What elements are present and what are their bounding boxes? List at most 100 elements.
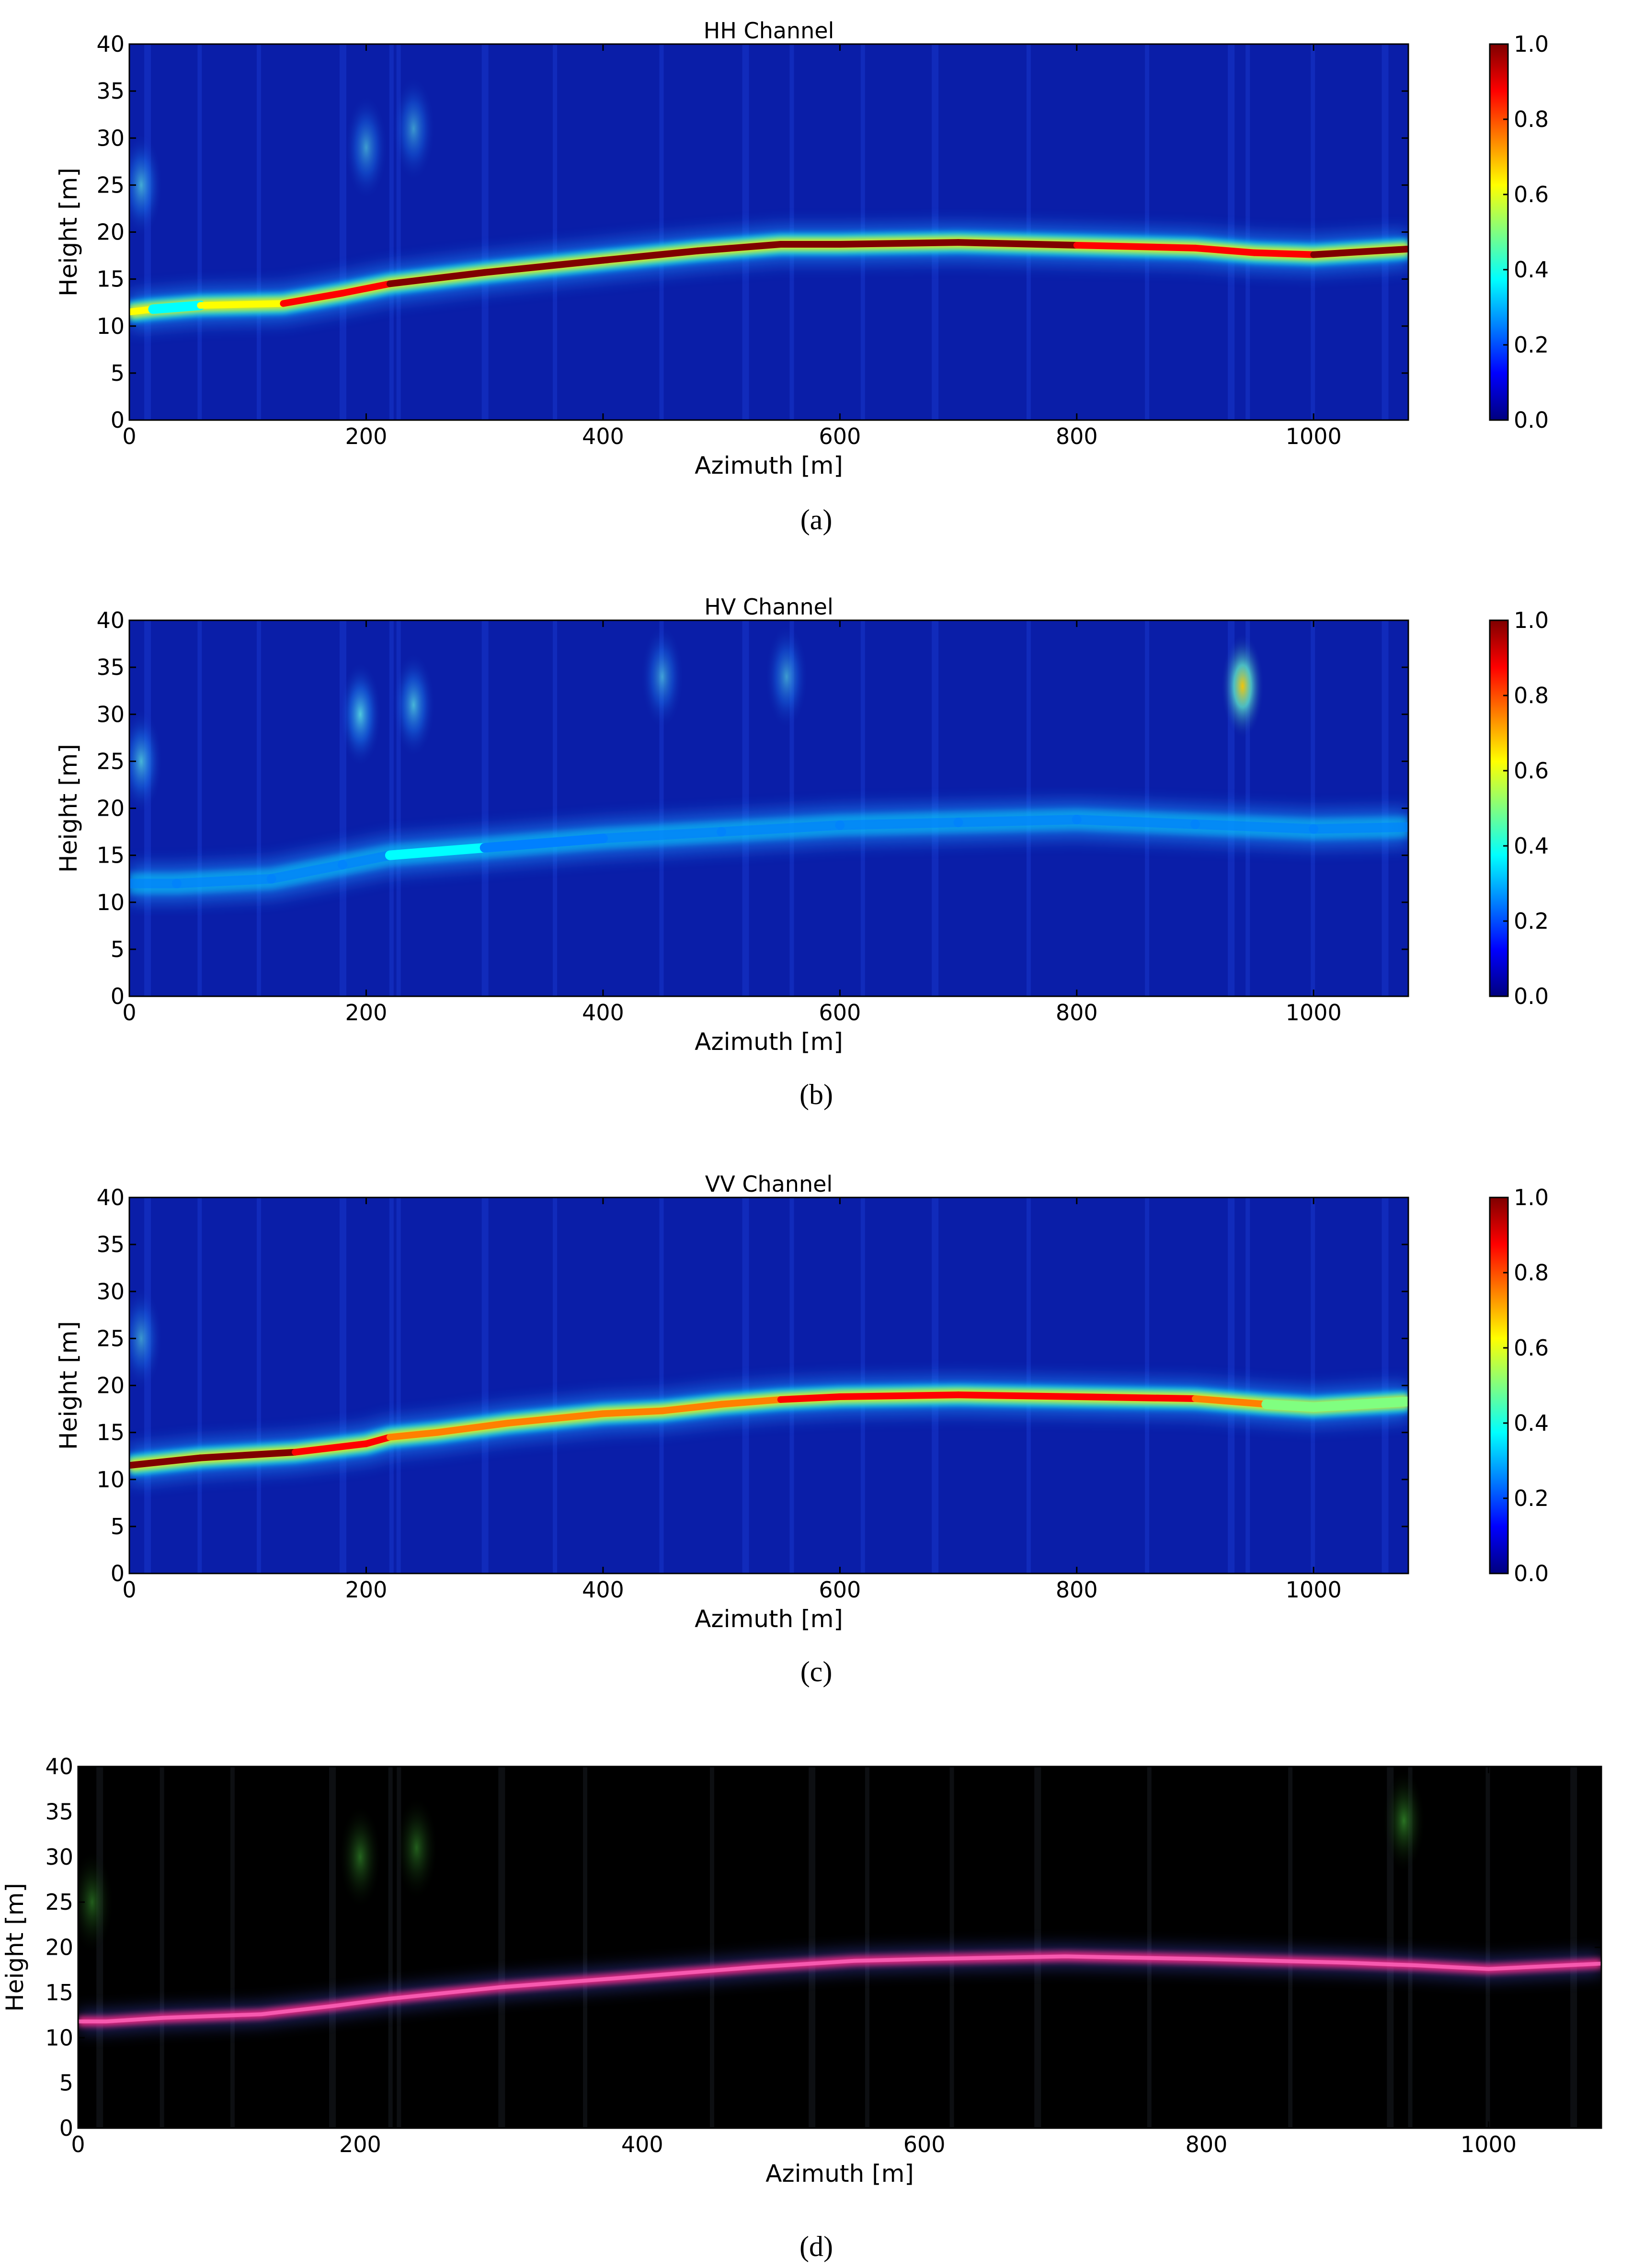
x-tick-label: 600 [819,423,861,449]
colorbar-tick-label: 0.4 [1514,833,1549,859]
colorbar [1489,619,1509,997]
ridge-segment [338,850,395,870]
streak [498,1767,505,2128]
streak [1382,620,1389,996]
y-tick-label: 10 [96,1467,125,1493]
y-tick-label: 25 [96,172,125,198]
ridge-segment [718,1396,784,1408]
ridge-core [78,1954,1601,2024]
x-tick-label: 800 [1056,1000,1098,1026]
chart-panel-2: HV Channel 0 200 400 600 800 1000 0 5 10 15 20 25 30 3… [55,594,1549,1110]
ridge-segment [836,239,962,248]
y-tick-label: 30 [96,701,125,727]
y-tick-label: 5 [111,1514,125,1539]
streak [553,620,557,996]
streak [1485,1767,1490,2128]
ridge-segment [197,1448,299,1461]
x-tick-label: 600 [819,1577,861,1603]
y-tick-label: 30 [96,1278,125,1304]
ridge-segment [1073,1393,1199,1402]
y-tick-label: 30 [45,1844,73,1870]
chart-panel-4: 0 200 400 600 800 1000 0 5 10 15 20 25 30 35 40 Azimuth… [1,1754,1602,2262]
ridge-segment [777,1393,844,1403]
x-tick-label: 400 [582,423,624,449]
scatterer [339,661,382,767]
scatterer [1221,633,1264,739]
chart-title: VV Channel [705,1171,833,1197]
streak [659,1197,664,1573]
streak [389,1197,394,1573]
ridge-segment [129,1454,204,1469]
colorbar-tick-label: 0.6 [1514,758,1549,784]
x-tick-label: 1000 [1461,2131,1517,2157]
y-tick-label: 40 [96,31,125,57]
x-tick-label: 200 [345,1577,388,1603]
y-tick-label: 35 [96,1231,125,1257]
colorbar-tick-label: 1.0 [1514,31,1549,57]
streak [1408,1767,1413,2128]
scatterer [344,94,388,200]
streak [1570,1767,1577,2128]
streak [481,620,489,996]
streak [481,44,489,420]
chart-panel-3: VV Channel 0 200 400 600 800 1000 0 5 10 15 20 25 30 3… [55,1171,1549,1687]
streak [553,1197,557,1573]
colorbar-tick-label: 1.0 [1514,1185,1549,1210]
y-tick-label: 0 [59,2115,73,2141]
streak [160,1767,164,2128]
streak [742,620,749,996]
ridge-segment [480,833,608,853]
y-tick-label: 15 [96,266,125,292]
heatmap-field [129,620,1408,996]
colorbar-tick-label: 0.0 [1514,1561,1549,1586]
streak [865,1767,869,2128]
x-tick-label: 0 [122,1577,136,1603]
ridge-segment [363,1434,393,1447]
y-tick-label: 20 [96,796,125,821]
streak [397,1767,401,2128]
colorbar-tick-label: 0.8 [1514,683,1549,708]
x-tick-label: 1000 [1286,423,1342,449]
scatterer [395,1795,438,1901]
ridge-segment [694,241,784,254]
ridge-segment [148,300,206,314]
y-tick-label: 10 [96,313,125,339]
x-tick-label: 200 [345,1000,388,1026]
x-tick-label: 1000 [1286,1577,1342,1603]
streak [389,44,394,420]
streak [389,620,394,996]
ridge-segment [386,269,488,287]
ridge-segment [481,257,606,276]
streak [1288,1767,1293,2128]
y-tick-label: 35 [45,1799,73,1824]
scatterer [78,1849,114,1955]
ridge-segment [1251,249,1317,258]
colorbar-tick-label: 0.0 [1514,407,1549,433]
colorbar-tick-label: 0.4 [1514,257,1549,283]
streak [1311,620,1315,996]
x-axis-label: Azimuth [m] [765,2160,914,2188]
streak [197,44,202,420]
streak [230,1767,235,2128]
y-tick-label: 5 [59,2070,73,2096]
chart-title: HV Channel [704,594,834,620]
x-tick-label: 0 [122,1000,136,1026]
x-tick-label: 400 [621,2131,663,2157]
colorbar-tick-label: 1.0 [1514,607,1549,633]
plot-background [78,1767,1601,2128]
y-axis-label: Height [m] [55,744,82,873]
scatterer [338,1804,382,1910]
streak [481,1197,489,1573]
x-tick-label: 0 [122,423,136,449]
x-axis-label: Azimuth [m] [695,1028,843,1056]
ridge-segment [434,1420,512,1436]
ridge-segment [386,1429,441,1441]
scatterer [129,1286,163,1391]
streak [388,1767,393,2128]
streak [1311,1197,1315,1573]
ridge-segment [659,1401,725,1414]
scatterer [1382,1768,1426,1874]
y-tick-label: 25 [96,748,125,774]
ridge-segment [292,1440,370,1456]
y-tick-label: 15 [45,1980,73,2006]
